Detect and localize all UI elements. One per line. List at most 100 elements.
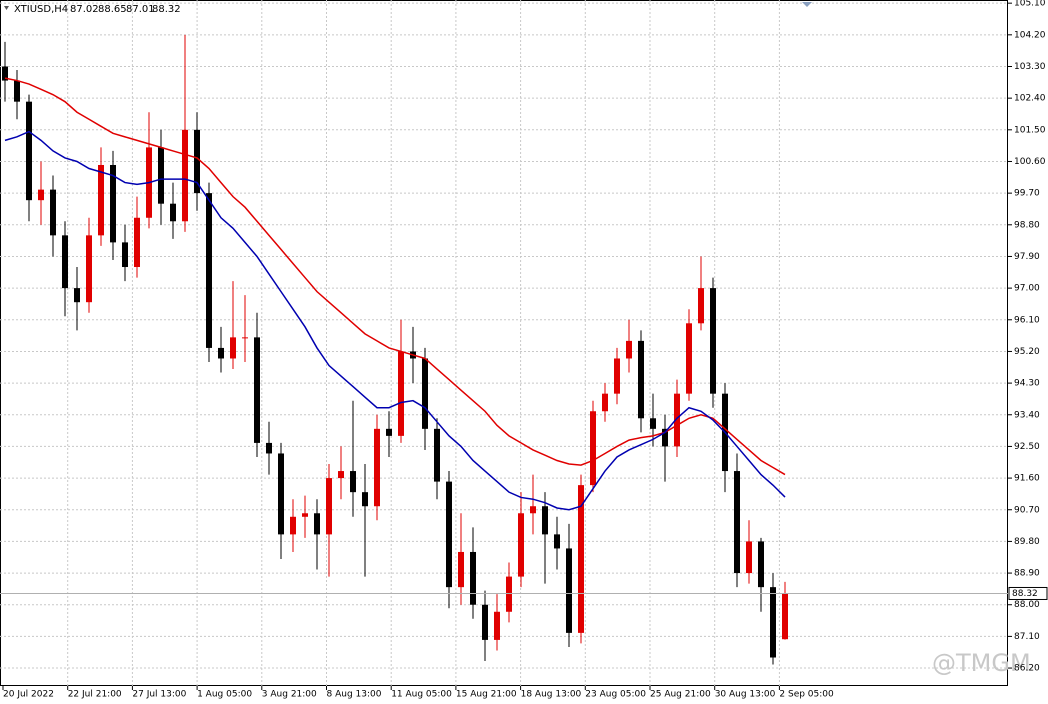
x-tick-label: 1 Aug 05:00 [197,690,252,700]
candle-body [518,513,524,577]
candle-body [422,358,428,429]
y-tick-label: 100.60 [1014,157,1046,167]
ohlc-high: 88.65 [98,4,127,15]
candle-body [194,129,200,194]
candle-body [770,587,776,658]
candle-body [38,189,44,201]
candle-body [470,551,476,605]
candle-body [230,337,236,359]
y-tick-label: 91.60 [1014,474,1040,484]
candle-body [254,337,260,443]
candle-body [782,593,788,640]
plot-frame [0,0,1008,686]
candle-body [758,541,764,588]
candle-body [206,193,212,348]
candle-body [398,351,404,436]
chart-title: XTIUSD,H4 [14,4,68,15]
candle-body [554,534,560,549]
candle-body [650,418,656,429]
shift-marker [802,2,812,7]
x-tick-label: 18 Aug 13:00 [521,690,582,700]
candle-body [290,516,296,535]
candle-body [626,340,632,359]
y-tick-label: 103.30 [1014,62,1046,72]
candle-body [326,478,332,535]
y-tick-label: 95.20 [1014,347,1040,357]
y-tick-label: 92.50 [1014,442,1040,452]
x-tick-label: 3 Aug 21:00 [262,690,317,700]
x-tick-label: 15 Aug 21:00 [456,690,517,700]
candle-body [506,576,512,612]
candle-body [314,513,320,535]
candle-body [218,347,224,359]
y-tick-label: 102.40 [1014,94,1046,104]
candle-body [2,66,8,81]
candle-body [530,506,536,514]
y-tick-label: 93.40 [1014,410,1040,420]
y-tick-label: 99.70 [1014,189,1040,199]
candle-body [698,288,704,324]
candle-body [110,164,116,243]
candle-body [434,428,440,482]
x-tick-label: 25 Aug 21:00 [650,690,711,700]
candle-body [98,164,104,236]
candle-body [590,411,596,486]
ohlc-low: 87.01 [126,4,155,15]
y-tick-label: 104.20 [1014,30,1046,40]
candle-body [86,235,92,303]
candle-body [578,485,584,633]
candle-body [338,471,344,479]
y-tick-label: 97.00 [1014,284,1040,294]
candle-body [566,548,572,633]
candle-body [602,393,608,412]
candle-body [170,203,176,222]
candle-body [458,551,464,588]
candle-body [638,340,644,419]
x-tick-label: 27 Jul 13:00 [132,690,186,700]
grid [0,0,1012,690]
candle-body [446,481,452,588]
y-tick-label: 98.80 [1014,220,1040,230]
candle-body [134,217,140,268]
candle-body [62,235,68,289]
candle-body [494,611,500,640]
candle-body [362,492,368,507]
ohlc-close: 88.32 [152,4,181,15]
y-tick-label: 89.80 [1014,537,1040,547]
candle-body [614,358,620,394]
candle-body [386,428,392,436]
candle-body [542,506,548,535]
candle-body [686,323,692,394]
watermark: @TMGM [932,649,1031,677]
price-tag [1008,586,1048,600]
y-tick-label: 101.50 [1014,125,1046,135]
candle-body [734,471,740,574]
candle-body [374,428,380,507]
candle-body [50,189,56,236]
candle-body [482,604,488,640]
candle-body [278,453,284,535]
x-tick-label: 2 Sep 05:00 [779,690,834,700]
candle-body [122,242,128,268]
candle-body [26,101,32,201]
x-tick-label: 22 Jul 21:00 [68,690,122,700]
y-tick-label: 88.90 [1014,569,1040,579]
candle-body [302,513,308,517]
labels: XTIUSD,H4 87.02 88.65 87.01 88.32 @TMGM … [3,0,1048,700]
symbol-icon [4,6,9,10]
candle-body [746,541,752,574]
x-tick-label: 11 Aug 05:00 [391,690,452,700]
moving-average [4,77,786,476]
x-tick-label: 20 Jul 2022 [3,690,54,700]
marks [0,34,1008,665]
x-tick-label: 8 Aug 13:00 [327,690,382,700]
candle-body [242,337,248,339]
candle-body [674,393,680,447]
ohlc-open: 87.02 [70,4,99,15]
y-tick-label: 96.10 [1014,315,1040,325]
candle-body [710,288,716,394]
candle-body [74,288,80,303]
y-tick-label: 88.00 [1014,600,1040,610]
candle-body [662,428,668,447]
